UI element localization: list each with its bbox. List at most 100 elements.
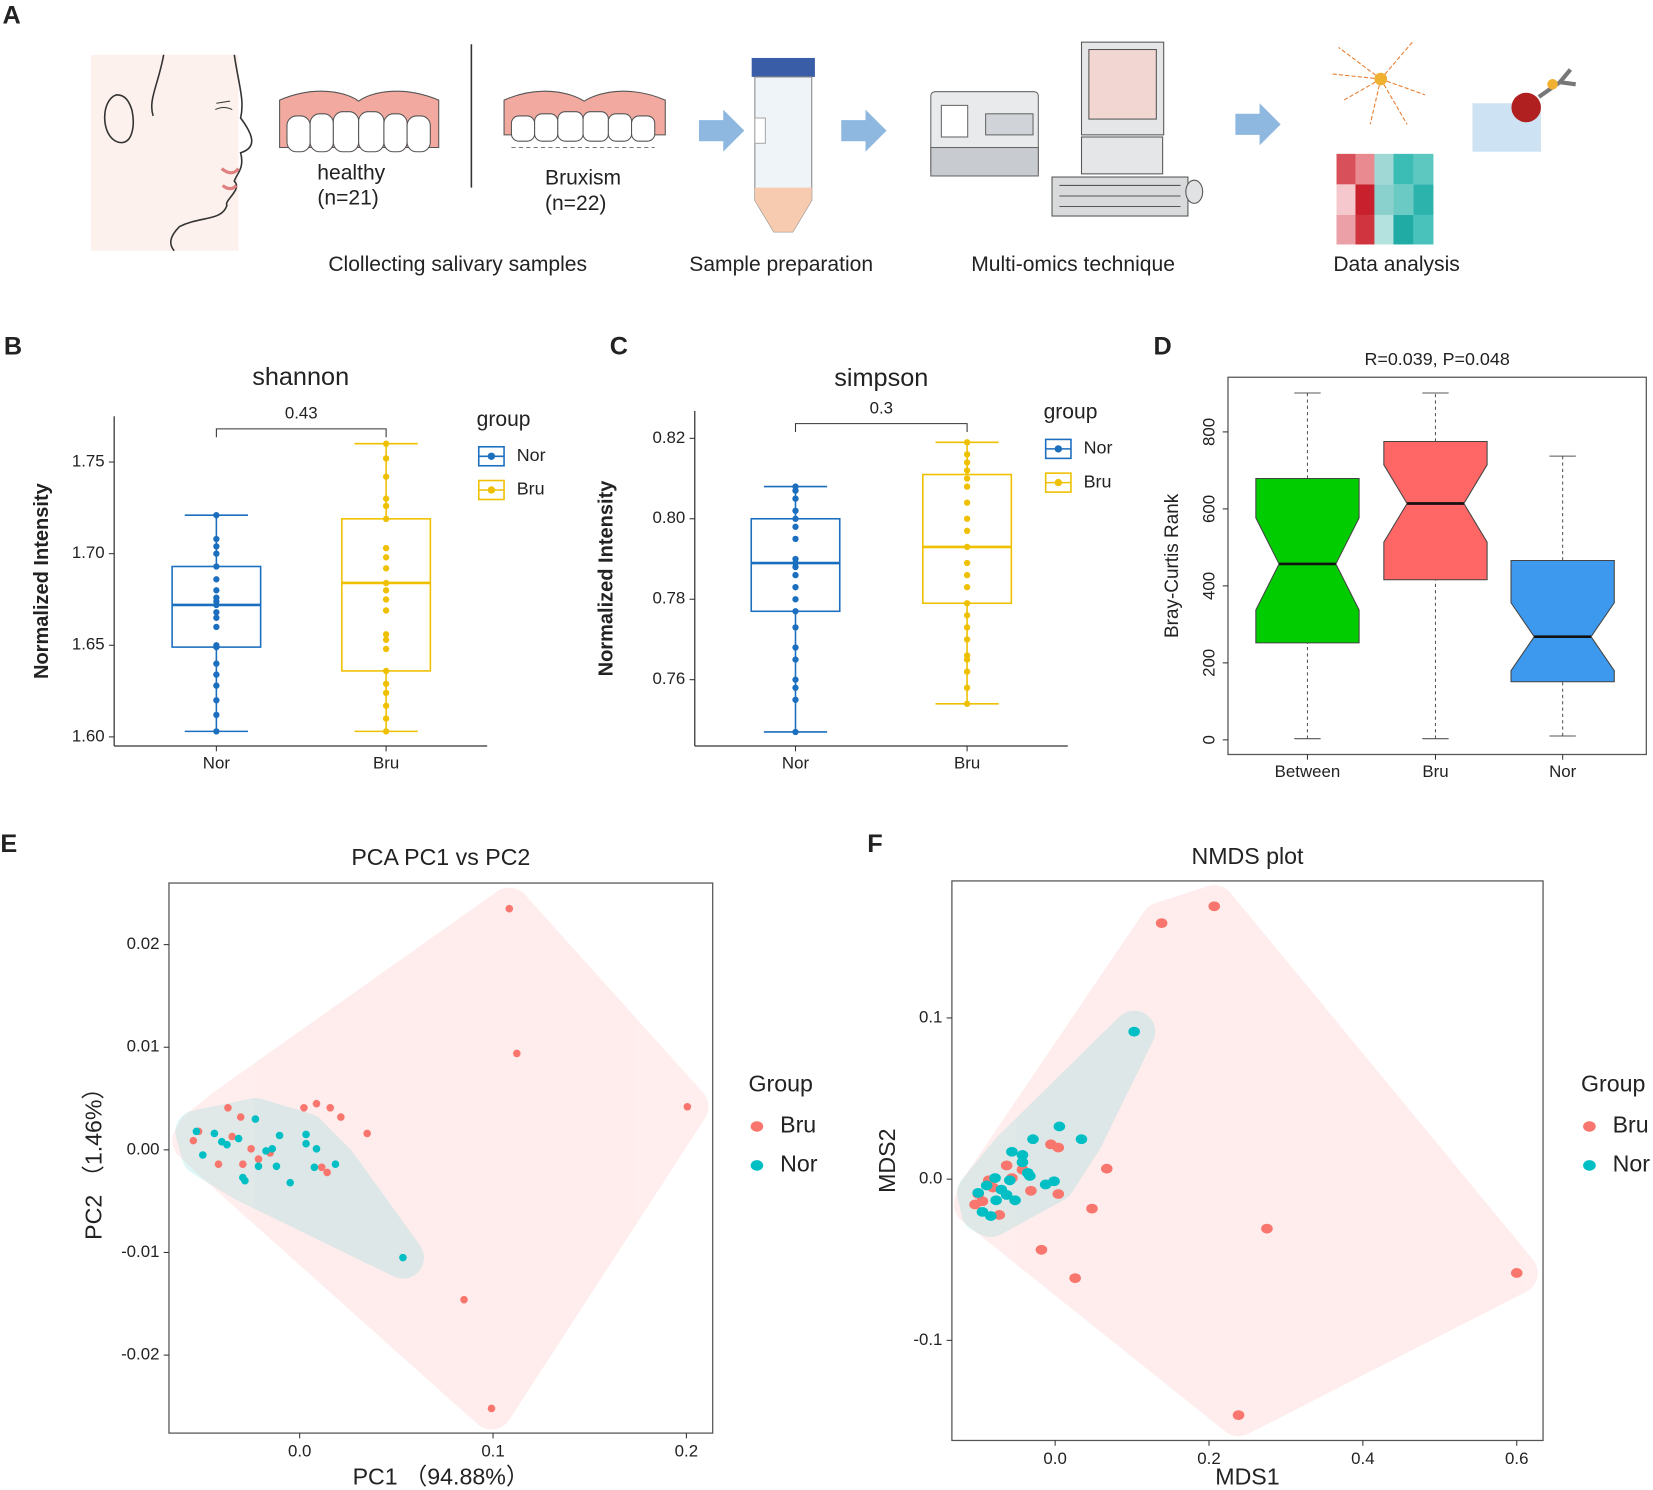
x-tick-label: 0.6 [1505, 1449, 1528, 1468]
data-point [1052, 1189, 1065, 1199]
data-point [382, 702, 390, 709]
box [1383, 441, 1488, 581]
y-tick-label: 200 [1200, 649, 1219, 677]
data-point [963, 624, 971, 631]
data-point [972, 1187, 985, 1198]
y-tick-label: 0.0 [919, 1169, 942, 1188]
data-point [963, 612, 971, 619]
data-point [382, 473, 390, 480]
arrows [698, 103, 1281, 152]
panel-label: D [1154, 332, 1172, 360]
data-point [963, 583, 971, 591]
data-point [1006, 1146, 1018, 1157]
legend-swatch [487, 486, 496, 494]
x-axis-label: MDS1 [1215, 1464, 1279, 1490]
data-point [792, 728, 799, 736]
y-tick-label: 0.80 [653, 508, 686, 527]
step-label: Multi-omics technique [971, 253, 1175, 276]
y-axis-label: Normalized Intensity [31, 482, 53, 679]
y-tick-label: 0.82 [653, 428, 686, 447]
data-point [980, 1180, 993, 1191]
data-point [460, 1295, 468, 1304]
data-point [213, 614, 220, 621]
data-point [1100, 1163, 1113, 1174]
legend-title: Group [749, 1070, 813, 1096]
panel-label: F [867, 830, 882, 858]
group-count: (n=22) [545, 192, 606, 215]
data-point [213, 512, 220, 519]
y-tick-label: 0 [1200, 735, 1219, 744]
y-tick-label: 1.75 [72, 451, 105, 470]
data-point [213, 535, 220, 543]
tube [751, 57, 815, 233]
data-point [213, 671, 220, 678]
data-point [963, 515, 971, 522]
x-tick-label: Bru [1422, 762, 1448, 781]
data-point [382, 565, 390, 572]
data-point [963, 571, 971, 579]
data-point [792, 656, 799, 663]
panel-label: E [0, 830, 17, 858]
computer [1051, 41, 1204, 217]
legend-swatch [750, 1121, 764, 1132]
data-point [214, 1160, 223, 1169]
data-point [382, 715, 390, 722]
data-point [254, 1155, 263, 1163]
data-point [792, 608, 799, 615]
data-point [1000, 1190, 1013, 1200]
y-tick-label: 600 [1200, 495, 1219, 523]
data-point [382, 544, 390, 552]
x-tick-label: Between [1275, 762, 1341, 781]
data-point [382, 587, 390, 594]
data-point [513, 1049, 521, 1058]
data-point [963, 668, 971, 675]
data-point [963, 684, 971, 691]
data-point [792, 563, 799, 571]
data-point [234, 1134, 243, 1143]
data-point [1208, 901, 1221, 912]
step-label: Sample preparation [689, 253, 873, 276]
data-point [268, 1145, 277, 1153]
comparison-bracket [215, 428, 387, 438]
data-point [247, 1145, 255, 1153]
data-point [323, 1168, 331, 1177]
data-point [963, 543, 971, 551]
data-point [1021, 1167, 1034, 1178]
data-point [792, 583, 799, 591]
data-point [382, 680, 390, 687]
data-point [792, 487, 799, 494]
panel-label: B [4, 332, 22, 360]
data-point [382, 645, 390, 653]
data-point [312, 1145, 321, 1153]
data-point [382, 607, 390, 614]
data-point [1510, 1268, 1523, 1278]
data-point [963, 700, 971, 707]
data-point [382, 515, 390, 523]
legend-swatch [1054, 478, 1063, 487]
data-point [382, 667, 390, 675]
y-tick-label: 400 [1200, 572, 1219, 600]
data-point [963, 459, 971, 466]
data-point [1232, 1410, 1245, 1421]
data-point [792, 523, 799, 530]
data-point [213, 598, 220, 605]
data-point [213, 643, 220, 651]
data-point [963, 439, 971, 446]
healthy-teeth [279, 90, 440, 153]
ear [103, 94, 134, 144]
x-tick-label: 0.1 [481, 1442, 504, 1461]
data-point [399, 1253, 407, 1262]
data-point [331, 1160, 340, 1169]
group-count: (n=21) [317, 187, 378, 210]
data-point [1155, 918, 1168, 929]
data-point [382, 502, 390, 510]
chart-title: PCA PC1 vs PC2 [351, 844, 530, 870]
legend-swatch [1583, 1121, 1596, 1132]
face-outline [150, 54, 253, 252]
data-point [792, 644, 799, 651]
legend-label: Nor [780, 1151, 818, 1177]
y-tick-label: 0.78 [653, 589, 686, 608]
data-point [792, 596, 799, 603]
data-point [213, 697, 220, 704]
chart-title: shannon [252, 363, 349, 391]
